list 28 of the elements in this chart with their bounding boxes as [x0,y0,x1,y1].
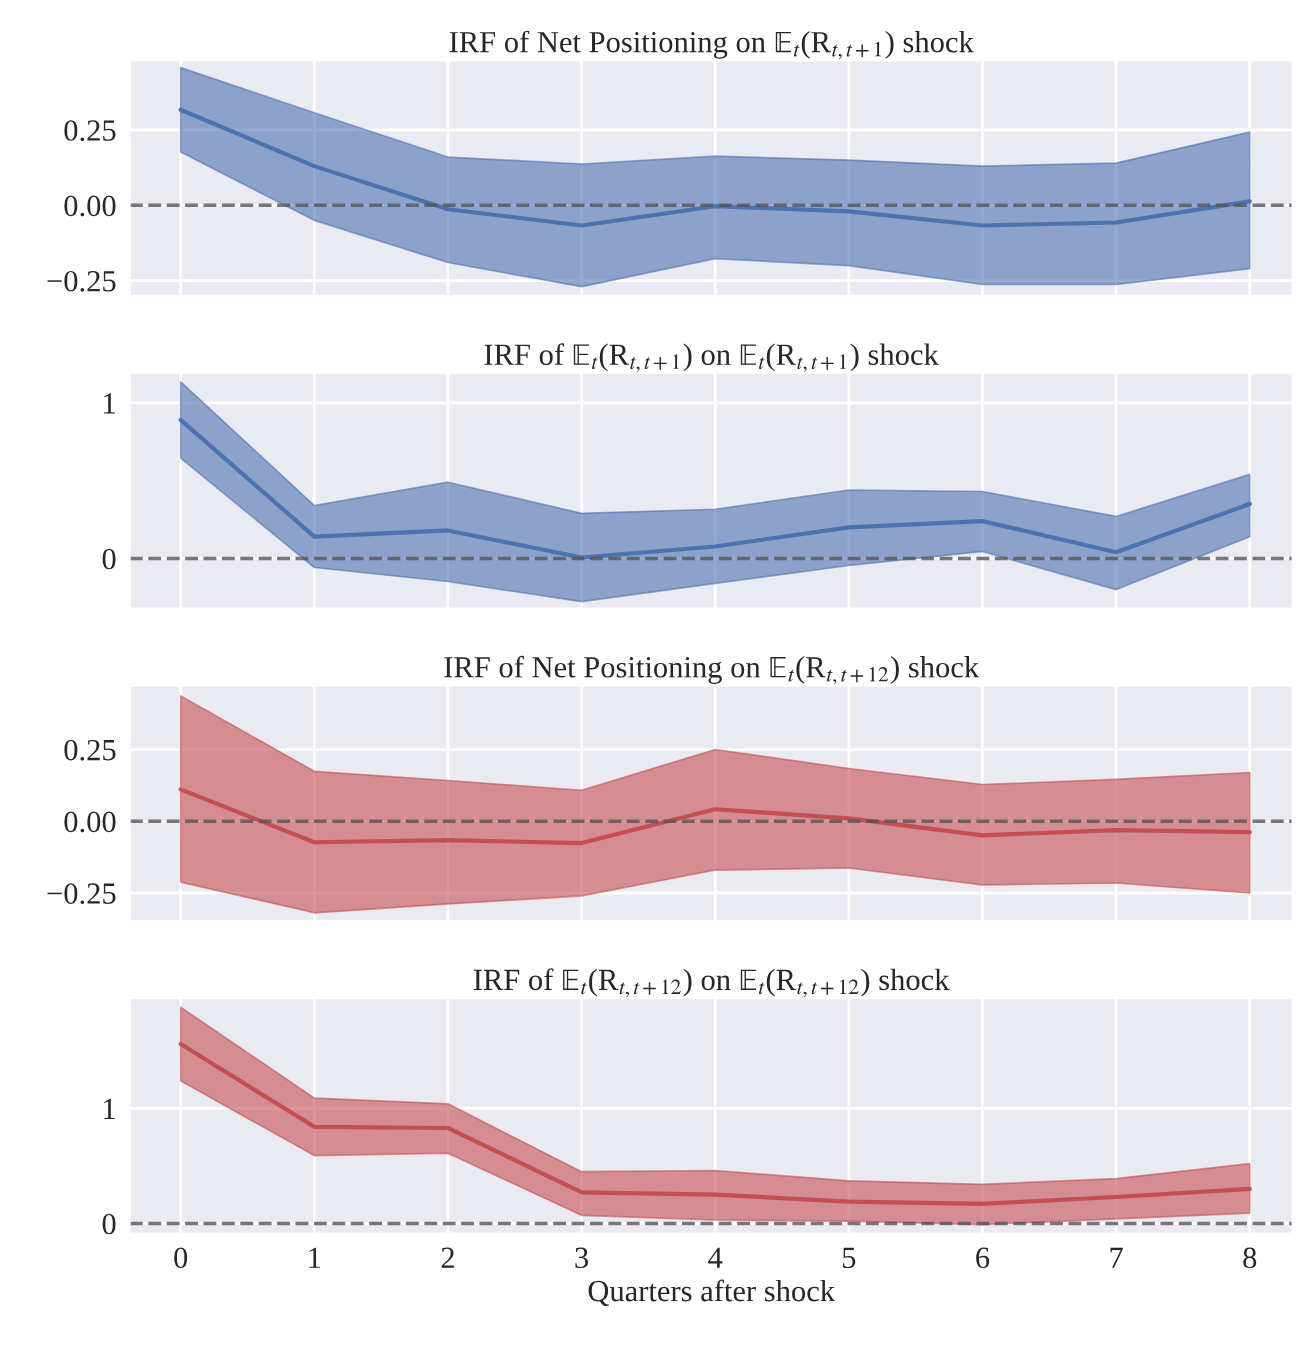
x-tick-label: 8 [1243,1247,1257,1269]
y-tick-label: 0.25 [64,739,116,761]
x-tick-label: 1 [309,1247,321,1268]
chart-title: IRF of Net Positioning on 𝔼$_{t}$(R$_{t,t+1}$) shock [449,30,974,60]
y-tick-label: 0.25 [64,120,116,141]
x-tick-label: 0 [174,1247,188,1269]
line-series [178,107,1252,228]
y-tick-label: 1 [104,1098,115,1120]
x-tick-label: 6 [976,1247,990,1269]
x-tick-label: 7 [1110,1247,1123,1268]
x-tick-label: 2 [441,1247,454,1268]
chart-title: IRF of 𝔼$_{t}$(R$_{t,t+12}$) on 𝔼$_{t}$(R$_{t,t+12}$) shock [473,968,950,997]
y-tick-label: −0.25 [47,270,116,292]
y-tick-label: −0.25 [47,883,116,905]
line-series [178,787,1252,846]
y-tick-label: 1 [104,393,115,414]
chart-title: IRF of 𝔼$_{t}$(R$_{t,t+1}$) on 𝔼$_{t}$(R$_{t,t+1}$) shock [484,343,939,372]
x-tick-label: 4 [708,1247,723,1268]
y-tick-label: 0 [102,1213,116,1235]
line-series [178,417,1252,560]
line-series [178,1041,1252,1206]
y-tick-label: 0.00 [64,811,116,833]
x-tick-label: 3 [575,1247,589,1269]
y-tick-label: 0 [102,548,116,570]
chart-title: IRF of Net Positioning on 𝔼$_{t}$(R$_{t,t+12}$) shock [444,655,980,685]
y-tick-label: 0.00 [64,195,116,217]
x-tick-label: 5 [842,1247,856,1269]
x-axis-title: Quarters after shock [588,1279,836,1307]
